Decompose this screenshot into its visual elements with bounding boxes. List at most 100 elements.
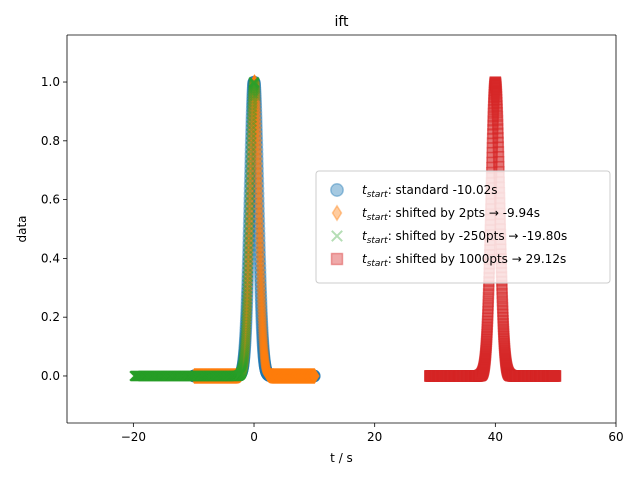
data-point: [231, 369, 245, 383]
data-point: [217, 369, 231, 383]
data-point: [244, 138, 258, 152]
data-point: [206, 369, 220, 383]
data-point: [205, 369, 219, 383]
data-point: [209, 369, 222, 383]
data-point: [207, 369, 220, 383]
data-point: [205, 369, 218, 383]
data-point: [195, 369, 209, 383]
data-point: [229, 369, 243, 383]
data-point: [239, 322, 253, 335]
data-point: [214, 369, 228, 383]
data-point: [215, 369, 229, 383]
data-point: [229, 369, 242, 383]
data-point: [244, 143, 258, 156]
data-point: [215, 369, 228, 383]
data-point: [206, 369, 219, 383]
data-point: [203, 369, 217, 383]
data-point: [227, 369, 240, 383]
data-point: [245, 106, 259, 119]
data-point: [245, 113, 259, 127]
data-point: [192, 369, 206, 383]
data-point: [191, 369, 204, 383]
data-point: [203, 369, 216, 383]
data-point: [195, 369, 209, 383]
data-point: [229, 369, 242, 383]
data-point: [245, 102, 259, 116]
data-point: [195, 369, 208, 383]
data-point: [199, 369, 213, 383]
data-point: [199, 369, 213, 383]
data-point: [202, 369, 215, 383]
data-point: [217, 369, 230, 383]
data-point: [196, 369, 209, 383]
data-point: [195, 369, 209, 383]
data-point: [240, 305, 253, 318]
data-point: [192, 369, 206, 383]
data-point: [234, 367, 247, 381]
data-point: [229, 369, 242, 383]
data-point: [237, 352, 251, 366]
data-point: [233, 368, 246, 382]
series-layer: [129, 74, 562, 384]
data-point: [239, 316, 253, 330]
data-point: [216, 369, 230, 383]
data-point: [190, 369, 203, 383]
data-point: [201, 369, 214, 383]
data-point: [206, 369, 220, 383]
data-point: [218, 369, 232, 383]
data-point: [190, 369, 203, 383]
data-point: [210, 369, 224, 383]
data-point: [218, 369, 232, 383]
data-point: [217, 369, 231, 383]
data-point: [248, 79, 262, 92]
data-point: [194, 369, 208, 383]
data-point: [238, 339, 252, 353]
data-point: [245, 121, 258, 134]
data-point: [229, 369, 243, 383]
data-point: [209, 369, 222, 383]
data-point: [189, 369, 203, 383]
data-point: [245, 125, 258, 139]
data-point: [235, 365, 248, 379]
data-point: [232, 369, 246, 382]
data-point: [218, 369, 231, 383]
data-point: [213, 369, 226, 383]
data-point: [233, 368, 246, 382]
data-point: [198, 369, 211, 383]
data-point: [222, 369, 236, 383]
data-point: [241, 272, 255, 285]
data-point: [206, 369, 220, 383]
data-point: [240, 284, 254, 297]
data-point: [232, 369, 245, 382]
data-point: [201, 369, 215, 383]
data-point: [236, 359, 250, 373]
data-point: [216, 369, 230, 383]
data-point: [225, 369, 238, 383]
data-point: [212, 369, 226, 383]
data-point: [220, 369, 233, 383]
data-point: [239, 314, 253, 327]
data-point: [200, 369, 214, 383]
data-point: [231, 369, 244, 383]
data-point: [213, 369, 227, 383]
data-point: [203, 369, 217, 383]
data-point: [239, 331, 252, 345]
data-point: [220, 369, 233, 383]
data-point: [220, 369, 234, 383]
data-point: [219, 369, 233, 383]
data-point: [202, 369, 215, 383]
data-point: [222, 369, 236, 383]
data-point: [232, 369, 246, 382]
data-point: [189, 369, 202, 383]
data-point: [202, 369, 216, 383]
data-point: [195, 369, 209, 383]
data-point: [237, 351, 251, 365]
data-point: [193, 369, 207, 383]
data-point: [205, 369, 219, 383]
data-point: [247, 76, 261, 90]
data-point: [209, 369, 223, 383]
data-point: [244, 134, 258, 147]
data-point: [214, 369, 227, 383]
data-point: [231, 369, 245, 383]
data-point: [196, 369, 210, 383]
